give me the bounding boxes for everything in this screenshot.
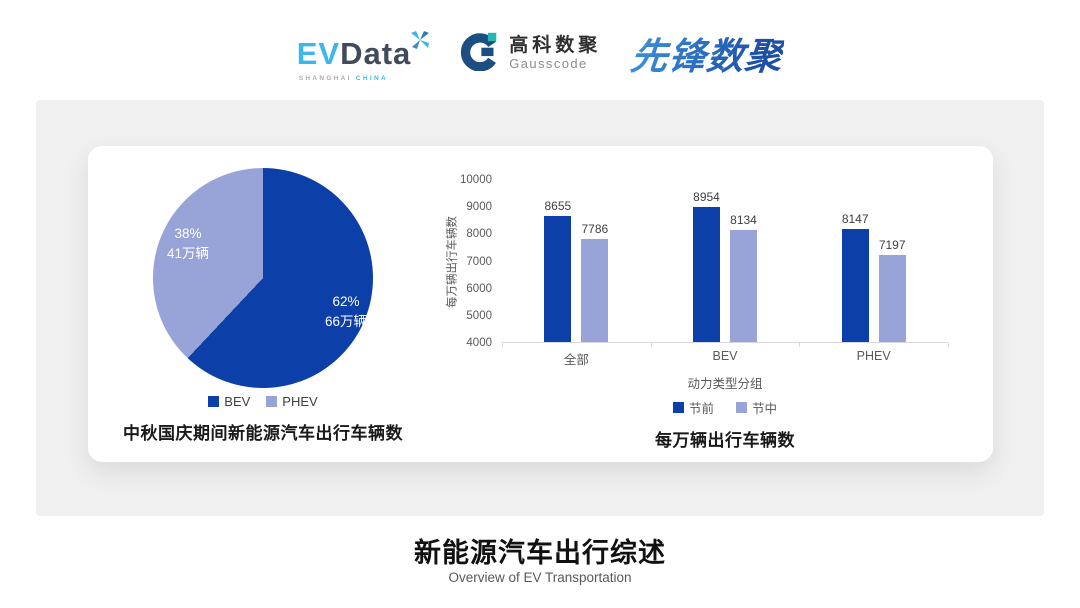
pie-chart: 62% 66万辆 38% 41万辆 BEV PHEV 中秋国庆期间新能源汽车出行车辆数 xyxy=(98,156,428,456)
x-axis-tick xyxy=(948,343,949,347)
bar-value-label: 8147 xyxy=(841,212,869,227)
bar-value-label: 7197 xyxy=(878,238,906,253)
category-labels: 全部 BEV PHEV xyxy=(502,349,948,368)
bar-with-label: 7197 xyxy=(878,238,906,342)
bar-value-label: 8954 xyxy=(693,190,720,205)
bar-with-label: 8954 xyxy=(693,190,720,342)
legend-swatch-icon xyxy=(736,402,747,413)
category-label: 全部 xyxy=(563,353,589,367)
evdata-shanghai-text: SHANGHAI xyxy=(298,74,352,82)
gausscode-en-text: Gausscode xyxy=(509,56,588,72)
legend-item: PHEV xyxy=(266,394,318,409)
pioneer-logo: 先锋数聚 xyxy=(628,26,786,80)
bar-legend: 节前 节中 xyxy=(502,398,948,417)
bar xyxy=(730,229,757,342)
bar-plot: 8655 7786 8954 8134 8147 7197 xyxy=(502,180,949,347)
legend-label: BEV xyxy=(224,394,251,409)
legend-swatch-icon xyxy=(672,402,684,413)
bar xyxy=(878,255,906,342)
bar-value-label: 8134 xyxy=(730,212,757,227)
page-title: 新能源汽车出行综述 xyxy=(414,538,666,568)
gausscode-cn-text: 高科数聚 xyxy=(509,34,602,56)
evdata-wordmark: EVData xyxy=(297,38,412,69)
x-axis-tick xyxy=(799,343,801,347)
legend-swatch-icon xyxy=(266,396,278,407)
legend-swatch-icon xyxy=(208,396,220,407)
y-tick-label: 4000 xyxy=(466,337,492,349)
evdata-ev-text: EV xyxy=(296,35,341,71)
bar-with-label: 8655 xyxy=(544,198,572,342)
y-tick-label: 6000 xyxy=(466,282,492,295)
bar-with-label: 8134 xyxy=(730,213,757,342)
bar-with-label: 8147 xyxy=(841,212,869,342)
bar xyxy=(693,207,720,342)
charts-card: 62% 66万辆 38% 41万辆 BEV PHEV 中秋国庆期间新能源汽车出行车辆数 … xyxy=(88,146,993,462)
evdata-data-text: Data xyxy=(340,35,412,71)
y-axis-ticks: 4000 5000 6000 7000 8000 9000 10000 xyxy=(452,158,492,378)
pie-chart-title: 中秋国庆期间新能源汽车出行车辆数 xyxy=(123,424,403,443)
evdata-logo: EVData SHANGHAI CHINA xyxy=(297,30,430,82)
category-label: BEV xyxy=(712,349,738,363)
bar xyxy=(581,239,609,342)
legend-label: 节前 xyxy=(688,402,714,416)
pie-slice-label-phev: 38% 41万辆 xyxy=(166,226,210,262)
sparkle-icon xyxy=(409,29,431,56)
bar-group: 8147 7197 xyxy=(799,180,948,342)
y-tick-label: 5000 xyxy=(466,309,492,322)
legend-label: PHEV xyxy=(282,394,318,409)
y-tick-label: 8000 xyxy=(466,228,492,241)
legend-label: 节中 xyxy=(752,402,778,416)
legend-item: BEV xyxy=(208,394,250,409)
bar-value-label: 7786 xyxy=(581,222,609,237)
evdata-subtext: SHANGHAI CHINA xyxy=(299,75,388,82)
bar-group: 8954 8134 xyxy=(651,180,800,342)
bar-with-label: 7786 xyxy=(581,222,609,342)
gausscode-logo: 高科数聚 Gausscode xyxy=(459,30,601,76)
pie-legend: BEV PHEV xyxy=(98,394,428,409)
x-axis-tick xyxy=(650,343,652,347)
bar-x-axis-title: 动力类型分组 xyxy=(687,377,763,391)
x-axis-tick xyxy=(502,343,503,347)
bar xyxy=(841,229,869,342)
bar xyxy=(544,215,572,342)
pie-chart-circle xyxy=(153,168,373,388)
gausscode-wordmark: 高科数聚 Gausscode xyxy=(509,35,601,72)
gausscode-mark-icon xyxy=(459,30,500,76)
logo-bar: EVData SHANGHAI CHINA xyxy=(0,18,1080,88)
dashboard-panel: 62% 66万辆 38% 41万辆 BEV PHEV 中秋国庆期间新能源汽车出行车辆数 … xyxy=(36,100,1044,516)
legend-item: 节中 xyxy=(736,398,777,417)
bar-value-label: 8655 xyxy=(544,198,572,213)
category-label: PHEV xyxy=(856,349,891,363)
bar-chart-title: 每万辆出行车辆数 xyxy=(655,431,795,450)
legend-item: 节前 xyxy=(672,398,714,417)
bar-chart: 每万辆出行车辆数 4000 5000 6000 7000 8000 9000 10000 8… xyxy=(438,158,958,458)
bar-group: 8655 7786 xyxy=(502,180,651,342)
y-tick-label: 9000 xyxy=(466,201,492,214)
y-tick-label: 7000 xyxy=(466,255,492,268)
pie-slice-label-bev: 62% 66万辆 xyxy=(324,294,368,330)
y-tick-label: 10000 xyxy=(460,174,492,186)
page-subtitle: Overview of EV Transportation xyxy=(448,570,632,585)
evdata-china-text: CHINA xyxy=(355,74,388,82)
